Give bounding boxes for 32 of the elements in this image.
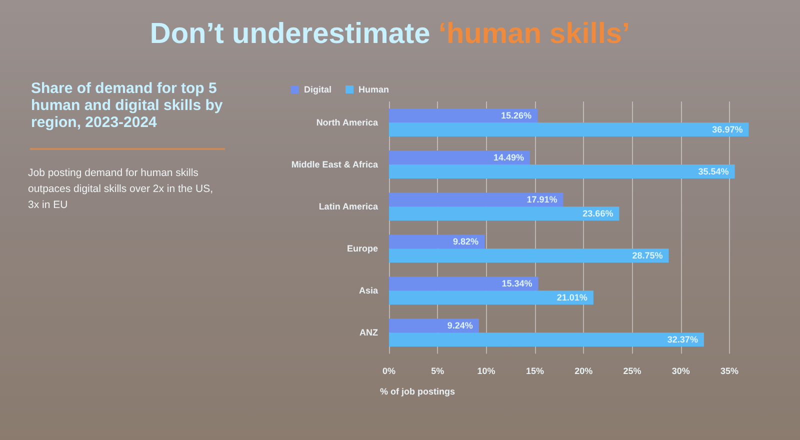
- data-label: 15.26%: [500, 110, 532, 121]
- x-tick-label: 0%: [382, 366, 396, 376]
- data-label: 21.01%: [556, 292, 588, 303]
- data-label: 36.97%: [712, 124, 743, 135]
- data-label: 9.24%: [447, 320, 473, 331]
- x-axis-title: % of job postings: [380, 386, 455, 396]
- x-tick-label: 5%: [431, 366, 444, 376]
- chart-title: Don’t underestimate ‘human skills’: [150, 18, 630, 50]
- data-label: 32.37%: [667, 334, 698, 345]
- y-tick-label: ANZ: [360, 328, 378, 338]
- y-tick-label: Middle East & Africa: [291, 160, 379, 170]
- legend-label: Human: [358, 84, 390, 94]
- data-label: 23.66%: [582, 208, 614, 219]
- y-tick-label: North America: [316, 118, 379, 128]
- x-tick-label: 35%: [720, 366, 739, 376]
- data-label: 15.34%: [502, 278, 532, 289]
- x-tick-label: 25%: [623, 366, 642, 376]
- x-tick-label: 20%: [574, 366, 593, 376]
- data-label: 14.49%: [493, 152, 524, 163]
- x-tick-label: 15%: [526, 366, 544, 376]
- data-label: 17.91%: [526, 194, 558, 205]
- legend-label: Digital: [304, 84, 332, 94]
- data-label: 9.82%: [453, 236, 479, 247]
- y-tick-label: Asia: [358, 286, 379, 296]
- y-tick-label: Latin America: [318, 202, 379, 212]
- x-tick-label: 30%: [672, 366, 690, 376]
- data-label: 35.54%: [698, 166, 729, 177]
- x-tick-label: 10%: [477, 366, 496, 376]
- data-label: 28.75%: [632, 250, 663, 261]
- text: Job posting demand for human skills outpaces digital skills over 2x in the US, 3x in EU: [28, 166, 214, 213]
- y-tick-label: Europe: [346, 244, 378, 254]
- text: Share of demand for top 5 human and digital skills by region, 2023-2024: [31, 80, 224, 131]
